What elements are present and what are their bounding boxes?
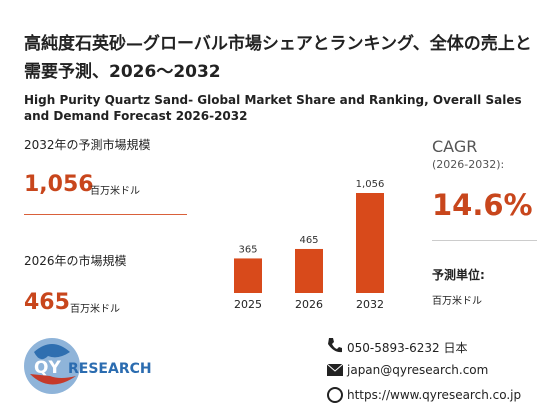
x-tick-label: 2025	[234, 298, 262, 311]
current-label: 2026年の市場規模	[24, 254, 127, 268]
unit-label: 予測単位:	[432, 268, 485, 282]
value-label: 365	[238, 244, 257, 255]
bar	[356, 193, 384, 293]
divider	[432, 240, 537, 241]
logo-shape	[30, 374, 76, 385]
cagr-period: (2026-2032):	[432, 158, 505, 171]
unit: 百万米ドル	[432, 296, 482, 307]
current-value: 465	[24, 290, 70, 315]
bar	[295, 248, 323, 293]
web-icon	[327, 387, 343, 403]
x-tick-label: 2032	[356, 298, 384, 311]
mail-icon	[326, 363, 344, 372]
chart: 365 2025 465 2026 1,056 2032	[234, 179, 385, 311]
url: https://www.qyresearch.co.jp	[347, 388, 522, 402]
value-label: 1,056	[356, 179, 385, 190]
logo-shape	[34, 344, 70, 360]
forecast-label: 2032年の予測市場規模	[24, 138, 151, 152]
x-tick-label: 2026	[295, 298, 323, 311]
current-unit: 百万米ドル	[70, 304, 120, 315]
logo-text: QY	[34, 358, 61, 378]
divider	[24, 214, 187, 215]
forecast-unit: 百万米ドル	[90, 186, 140, 197]
forecast-value: 1,056	[24, 172, 94, 197]
cagr-value: 14.6%	[432, 188, 533, 222]
value-label: 465	[299, 235, 318, 246]
phone-icon	[328, 338, 342, 353]
phone: 050-5893-6232 日本	[347, 341, 468, 355]
title-en: High Purity Quartz Sand- Global Market S…	[24, 93, 522, 123]
cagr-label: CAGR	[432, 137, 478, 156]
logo: QY RESEARCH	[24, 338, 152, 394]
bar	[234, 258, 262, 293]
contact-icons	[326, 338, 344, 403]
email: japan@qyresearch.com	[347, 363, 489, 377]
logo-text: RESEARCH	[68, 361, 152, 377]
title-ja: 高純度石英砂—グローバル市場シェアとランキング、全体の売上と需要予測、2026～…	[24, 34, 532, 82]
